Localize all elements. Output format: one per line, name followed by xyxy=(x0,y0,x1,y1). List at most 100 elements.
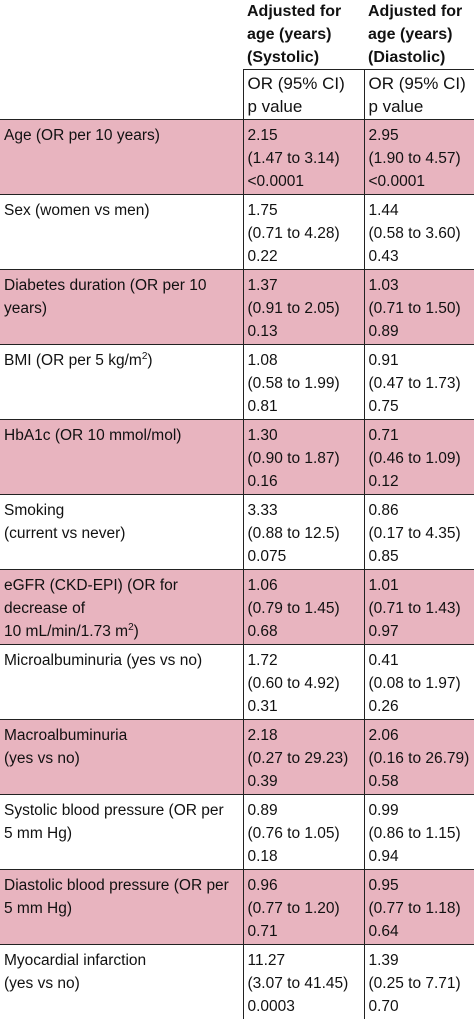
header-empty-cell xyxy=(0,70,243,120)
header-line: age (years) xyxy=(368,23,474,46)
p-value: 0.81 xyxy=(248,395,364,418)
header-diastolic-sub: OR (95% CI) p value xyxy=(364,70,474,120)
systolic-value-cell: 0.89(0.76 to 1.05)0.18 xyxy=(243,795,364,870)
diastolic-value-cell: 0.95(0.77 to 1.18)0.64 xyxy=(364,870,474,945)
confidence-interval: (1.90 to 4.57) xyxy=(369,147,474,170)
row-label-text: BMI (OR per 5 kg/m xyxy=(4,352,142,369)
p-value: 0.26 xyxy=(369,695,474,718)
table-row: Myocardial infarction (yes vs no) 11.27(3.… xyxy=(0,945,474,1019)
systolic-value-cell: 3.33(0.88 to 12.5)0.075 xyxy=(243,495,364,570)
odds-ratio-value: 11.27 xyxy=(248,949,364,972)
p-value: 0.75 xyxy=(369,395,474,418)
row-label-text: Systolic blood pressure (OR per xyxy=(4,802,224,819)
row-label: Age (OR per 10 years) xyxy=(0,120,243,195)
row-label: Systolic blood pressure (OR per 5 mm Hg) xyxy=(0,795,243,870)
p-value: 0.16 xyxy=(248,470,364,493)
header-line: OR (95% CI) xyxy=(369,72,474,95)
row-label: Sex (women vs men) xyxy=(0,195,243,270)
row-label-line: Age (OR per 10 years) xyxy=(4,124,243,147)
row-label-text: Myocardial infarction xyxy=(4,952,146,969)
header-empty-cell xyxy=(0,0,243,70)
row-label-text: Diabetes duration (OR per 10 years) xyxy=(4,277,206,317)
odds-ratio-value: 2.15 xyxy=(248,124,364,147)
odds-ratio-value: 1.72 xyxy=(248,649,364,672)
diastolic-value-cell: 0.91(0.47 to 1.73)0.75 xyxy=(364,345,474,420)
row-label-text: HbA1c (OR 10 mmol/mol) xyxy=(4,427,181,444)
row-label-text: (yes vs no) xyxy=(4,975,80,992)
table-row: Macroalbuminuria(yes vs no)2.18(0.27 to … xyxy=(0,720,474,795)
row-label-text: Diastolic blood pressure (OR per xyxy=(4,877,229,894)
confidence-interval: (0.71 to 1.50) xyxy=(369,297,474,320)
table-row: Systolic blood pressure (OR per 5 mm Hg) 0… xyxy=(0,795,474,870)
odds-ratio-value: 1.30 xyxy=(248,424,364,447)
p-value: 0.70 xyxy=(369,995,474,1018)
diastolic-value-cell: 1.44(0.58 to 3.60)0.43 xyxy=(364,195,474,270)
header-line: age (years) xyxy=(247,23,364,46)
row-label-line: BMI (OR per 5 kg/m2) xyxy=(4,349,243,372)
diastolic-value-cell: 0.86(0.17 to 4.35)0.85 xyxy=(364,495,474,570)
diastolic-value-cell: 1.39(0.25 to 7.71)0.70 xyxy=(364,945,474,1019)
confidence-interval: (3.07 to 41.45) xyxy=(248,972,364,995)
confidence-interval: (0.17 to 4.35) xyxy=(369,522,474,545)
odds-ratio-value: 1.39 xyxy=(369,949,474,972)
confidence-interval: (0.16 to 26.79) xyxy=(369,747,474,770)
header-subtitle-row: OR (95% CI) p value OR (95% CI) p value xyxy=(0,70,474,120)
p-value: 0.97 xyxy=(369,620,474,643)
table-row: Age (OR per 10 years)2.15(1.47 to 3.14)<… xyxy=(0,120,474,195)
header-line: OR (95% CI) xyxy=(248,72,364,95)
diastolic-value-cell: 0.99(0.86 to 1.15)0.94 xyxy=(364,795,474,870)
row-label-line: HbA1c (OR 10 mmol/mol) xyxy=(4,424,243,447)
p-value: 0.71 xyxy=(248,920,364,943)
diastolic-value-cell: 0.41(0.08 to 1.97)0.26 xyxy=(364,645,474,720)
p-value: 0.39 xyxy=(248,770,364,793)
odds-ratio-value: 0.71 xyxy=(369,424,474,447)
row-label: Microalbuminuria (yes vs no) xyxy=(0,645,243,720)
row-label-line: eGFR (CKD-EPI) (OR for decrease of xyxy=(4,574,243,620)
diastolic-value-cell: 2.06(0.16 to 26.79)0.58 xyxy=(364,720,474,795)
systolic-value-cell: 1.06(0.79 to 1.45)0.68 xyxy=(243,570,364,645)
row-label-line: Myocardial infarction xyxy=(4,949,243,972)
row-label-text: Macroalbuminuria xyxy=(4,727,127,744)
row-label: Myocardial infarction (yes vs no) xyxy=(0,945,243,1019)
row-label-line: Macroalbuminuria xyxy=(4,724,243,747)
header-title-row: Adjusted for age (years) (Systolic) Adju… xyxy=(0,0,474,70)
confidence-interval: (0.27 to 29.23) xyxy=(248,747,364,770)
table-body: Age (OR per 10 years)2.15(1.47 to 3.14)<… xyxy=(0,120,474,1019)
confidence-interval: (1.47 to 3.14) xyxy=(248,147,364,170)
confidence-interval: (0.71 to 1.43) xyxy=(369,597,474,620)
odds-ratio-value: 1.01 xyxy=(369,574,474,597)
row-label-text: 5 mm Hg) xyxy=(4,825,72,842)
table-row: Microalbuminuria (yes vs no) 1.72(0.60 to… xyxy=(0,645,474,720)
confidence-interval: (0.86 to 1.15) xyxy=(369,822,474,845)
p-value: 0.18 xyxy=(248,845,364,868)
row-label-tail: ) xyxy=(134,623,139,640)
p-value: 0.31 xyxy=(248,695,364,718)
row-label-text: Microalbuminuria (yes vs no) xyxy=(4,652,202,669)
p-value: 0.89 xyxy=(369,320,474,343)
p-value: 0.12 xyxy=(369,470,474,493)
p-value: 0.85 xyxy=(369,545,474,568)
diastolic-value-cell: 0.71(0.46 to 1.09)0.12 xyxy=(364,420,474,495)
diastolic-value-cell: 2.95(1.90 to 4.57)<0.0001 xyxy=(364,120,474,195)
row-label-text: Age (OR per 10 years) xyxy=(4,127,160,144)
row-label-line: 10 mL/min/1.73 m2) xyxy=(4,620,243,643)
confidence-interval: (0.46 to 1.09) xyxy=(369,447,474,470)
p-value: 0.13 xyxy=(248,320,364,343)
header-line: Adjusted for xyxy=(368,0,474,23)
confidence-interval: (0.60 to 4.92) xyxy=(248,672,364,695)
header-line: Adjusted for xyxy=(247,0,364,23)
row-label-line: Sex (women vs men) xyxy=(4,199,243,222)
systolic-value-cell: 1.30(0.90 to 1.87)0.16 xyxy=(243,420,364,495)
confidence-interval: (0.47 to 1.73) xyxy=(369,372,474,395)
confidence-interval: (0.77 to 1.18) xyxy=(369,897,474,920)
row-label-tail: ) xyxy=(147,352,152,369)
odds-ratio-value: 1.37 xyxy=(248,274,364,297)
p-value: 0.0003 xyxy=(248,995,364,1018)
odds-ratio-value: 2.95 xyxy=(369,124,474,147)
odds-ratio-value: 1.75 xyxy=(248,199,364,222)
row-label-text: (current vs never) xyxy=(4,525,125,542)
